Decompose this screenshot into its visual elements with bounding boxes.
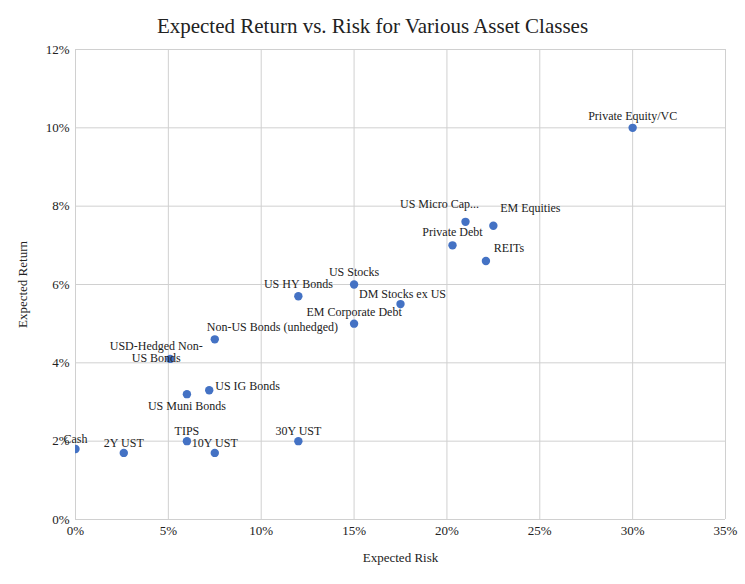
svg-text:10%: 10% bbox=[249, 523, 273, 538]
svg-text:Non-US Bonds (unhedged): Non-US Bonds (unhedged) bbox=[207, 320, 338, 334]
svg-text:Private Equity/VC: Private Equity/VC bbox=[588, 109, 677, 123]
svg-text:EM Equities: EM Equities bbox=[500, 201, 561, 215]
svg-text:US Stocks: US Stocks bbox=[329, 265, 380, 279]
svg-text:US IG Bonds: US IG Bonds bbox=[215, 379, 280, 393]
svg-text:DM Stocks ex US: DM Stocks ex US bbox=[359, 287, 446, 301]
svg-text:2%: 2% bbox=[52, 433, 70, 449]
svg-text:Cash: Cash bbox=[64, 432, 88, 446]
svg-text:35%: 35% bbox=[714, 523, 738, 538]
svg-text:25%: 25% bbox=[528, 523, 552, 538]
svg-text:6%: 6% bbox=[52, 277, 70, 292]
svg-text:Expected Return: Expected Return bbox=[15, 241, 30, 328]
svg-text:USD-Hedged Non-US Bonds: USD-Hedged Non-US Bonds bbox=[110, 339, 203, 365]
svg-text:10Y UST: 10Y UST bbox=[192, 436, 239, 450]
svg-text:US Muni Bonds: US Muni Bonds bbox=[148, 399, 226, 413]
svg-text:Expected Risk: Expected Risk bbox=[363, 550, 439, 565]
svg-text:5%: 5% bbox=[160, 523, 178, 538]
svg-text:REITs: REITs bbox=[494, 241, 525, 255]
svg-text:4%: 4% bbox=[52, 355, 70, 370]
svg-text:12%: 12% bbox=[46, 42, 70, 57]
svg-text:0%: 0% bbox=[52, 512, 70, 527]
html-text:Expected Return vs. Risk for V: Expected Return vs. Risk for Various Ass… bbox=[156, 14, 589, 38]
svg-text:US Micro Cap...: US Micro Cap... bbox=[400, 197, 479, 211]
svg-text:30Y UST: 30Y UST bbox=[275, 424, 322, 438]
svg-text:0%: 0% bbox=[66, 522, 85, 538]
svg-text:20%: 20% bbox=[435, 523, 459, 538]
svg-text:EM Corporate Debt: EM Corporate Debt bbox=[306, 305, 402, 319]
svg-text:30%: 30% bbox=[621, 523, 645, 538]
svg-text:US HY Bonds: US HY Bonds bbox=[264, 277, 333, 291]
svg-text:Private Debt: Private Debt bbox=[422, 225, 483, 239]
svg-text:10%: 10% bbox=[46, 120, 70, 135]
svg-text:TIPS: TIPS bbox=[174, 424, 200, 438]
svg-text:15%: 15% bbox=[342, 523, 366, 538]
svg-text:8%: 8% bbox=[52, 198, 70, 213]
svg-text:2Y UST: 2Y UST bbox=[104, 436, 145, 450]
